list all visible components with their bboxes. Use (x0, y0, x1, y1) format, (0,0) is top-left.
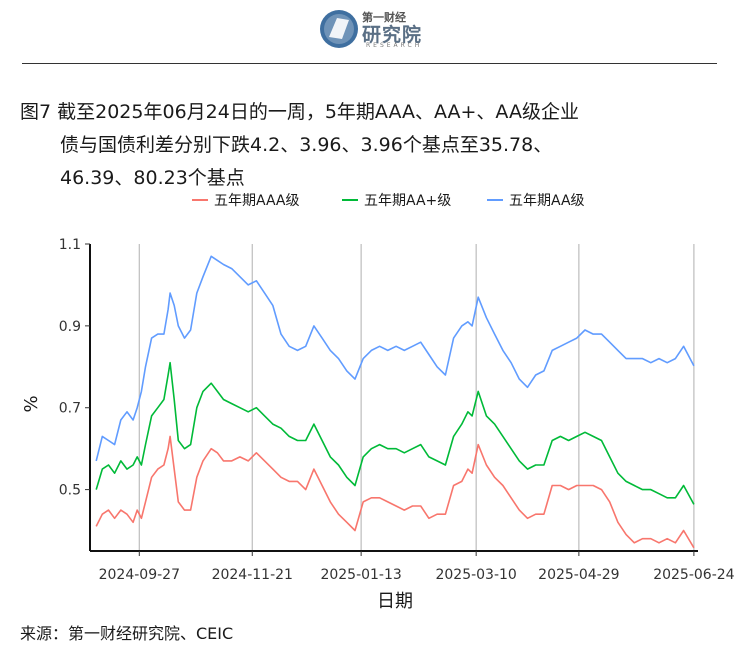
series-line (95, 361, 695, 505)
y-tick-label: 0.7 (59, 401, 81, 417)
series-line (95, 255, 695, 462)
figure-title-line-1: 图7 截至2025年06月24日的一周，5年期AAA、AA+、AA级企业 (20, 101, 579, 123)
legend-label: 五年期AA+级 (364, 193, 451, 209)
chart-legend: 五年期AAA级 五年期AA+级 五年期AA级 (192, 193, 585, 209)
chart-gridlines (138, 244, 695, 551)
x-tick-label: 2024-09-27 (99, 567, 180, 583)
source-note: 来源：第一财经研究院、CEIC (20, 624, 234, 643)
series-line (95, 435, 695, 549)
x-tick-label: 2025-06-24 (653, 567, 734, 583)
figure-title-line-3: 46.39、80.23个基点 (60, 167, 245, 189)
y-tick-label: 0.5 (59, 483, 81, 499)
x-tick-label: 2024-11-21 (212, 567, 293, 583)
x-tick-label: 2025-03-10 (435, 567, 516, 583)
x-axis-title: 日期 (377, 591, 413, 612)
chart-series-lines (95, 255, 695, 549)
y-tick-label: 1.1 (59, 237, 81, 253)
legend-label: 五年期AAA级 (214, 193, 300, 209)
y-axis-title: % (21, 395, 42, 412)
research-logo-icon (320, 10, 358, 48)
legend-label: 五年期AA级 (509, 193, 585, 209)
figure-title: 图7 截至2025年06月24日的一周，5年期AAA、AA+、AA级企业 债与国… (20, 96, 720, 195)
x-tick-label: 2025-04-29 (538, 567, 619, 583)
header-divider (22, 63, 717, 64)
x-tick-label: 2025-01-13 (320, 567, 401, 583)
logo-english-name: RESEARCH (366, 42, 423, 49)
y-axis-ticks: 0.5 0.7 0.9 1.1 (59, 237, 90, 499)
x-axis-ticks: 2024-09-27 2024-11-21 2025-01-13 2025-03-10… (99, 551, 735, 583)
chart-axes (89, 244, 698, 552)
y-tick-label: 0.9 (59, 319, 81, 335)
figure-title-line-2: 债与国债利差分别下跌4.2、3.96、3.96个基点至35.78、 (60, 134, 553, 156)
report-header: 第一财经 研究院 RESEARCH (0, 0, 747, 64)
logo-chinese-name: 第一财经 (362, 11, 406, 24)
logo-institute-name: 研究院 (362, 24, 423, 46)
